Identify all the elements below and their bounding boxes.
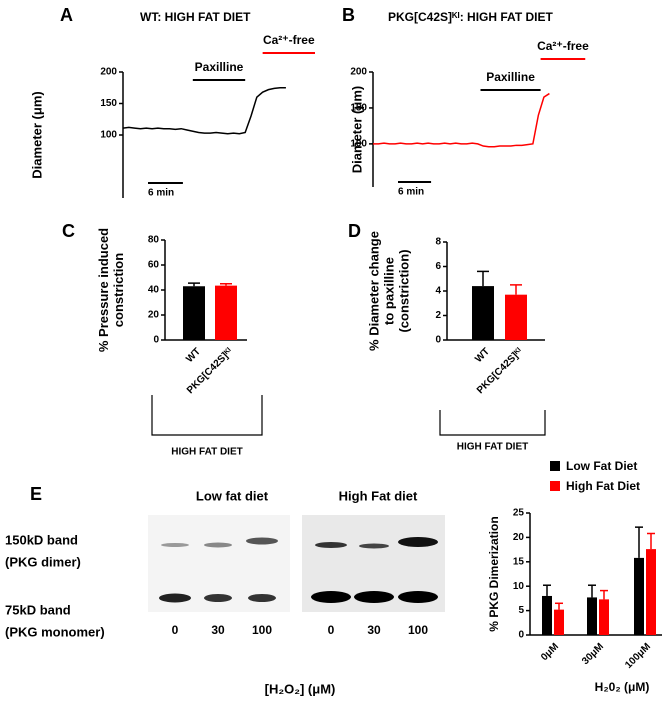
y-tick-label: 0 bbox=[153, 335, 159, 346]
scale-bar-label: 6 min bbox=[398, 187, 424, 198]
blot-image bbox=[148, 515, 445, 612]
legend-label: Low Fat Diet bbox=[566, 459, 637, 473]
bar bbox=[587, 597, 597, 635]
panel-letter: B bbox=[342, 5, 355, 25]
group-label: HIGH FAT DIET bbox=[171, 447, 242, 458]
panel-letter: E bbox=[30, 484, 42, 504]
bar bbox=[599, 599, 609, 635]
trace bbox=[373, 92, 550, 148]
legend-label: High Fat Diet bbox=[566, 479, 640, 493]
bar bbox=[505, 294, 527, 340]
y-axis-label: to paxilline bbox=[381, 257, 396, 325]
y-tick-label: 10 bbox=[513, 581, 525, 592]
legend-swatch bbox=[550, 461, 560, 471]
blot-title: Low fat diet bbox=[196, 488, 269, 503]
blot-title: High Fat diet bbox=[339, 488, 418, 503]
x-tick-label: WT bbox=[184, 346, 203, 365]
y-axis-label: (constriction) bbox=[396, 249, 411, 332]
x-axis-label: H₂0₂ (μM) bbox=[595, 680, 650, 694]
y-tick-label: 20 bbox=[513, 532, 525, 543]
x-axis-label: [H₂O₂] (μM) bbox=[265, 681, 336, 696]
y-tick-label: 15 bbox=[513, 556, 525, 567]
trace bbox=[122, 87, 286, 135]
y-tick-label: 150 bbox=[100, 98, 117, 109]
lane-label: 100 bbox=[252, 623, 272, 637]
y-tick-label: 100 bbox=[350, 139, 367, 150]
y-tick-label: 40 bbox=[148, 285, 160, 296]
bracket bbox=[151, 395, 263, 436]
y-tick-label: 2 bbox=[435, 310, 441, 321]
bar bbox=[646, 549, 656, 635]
lane-label: 100 bbox=[408, 623, 428, 637]
lane-label: 0 bbox=[328, 623, 335, 637]
bar bbox=[215, 285, 237, 340]
annotation: Paxilline bbox=[486, 70, 535, 84]
annotation: Paxilline bbox=[195, 60, 244, 74]
y-axis-label: % Diameter change bbox=[366, 231, 381, 351]
row-label: (PKG dimer) bbox=[5, 554, 81, 569]
chart-title: WT: HIGH FAT DIET bbox=[140, 10, 251, 24]
bracket bbox=[439, 410, 546, 436]
bar bbox=[183, 286, 205, 340]
bar bbox=[542, 595, 552, 635]
y-tick-label: 6 bbox=[435, 261, 441, 272]
bar bbox=[554, 609, 564, 635]
y-tick-label: 200 bbox=[350, 67, 367, 78]
y-axis-label: Diameter (μm) bbox=[29, 91, 44, 178]
bar bbox=[634, 557, 644, 635]
x-tick-label: 30μM bbox=[580, 641, 606, 667]
y-tick-label: 20 bbox=[148, 310, 160, 321]
y-axis-label: % Pressure induced bbox=[96, 228, 111, 352]
annotation: Ca²⁺-free bbox=[263, 33, 315, 47]
y-tick-label: 8 bbox=[435, 237, 441, 248]
row-label: (PKG monomer) bbox=[5, 624, 105, 639]
lane-label: 0 bbox=[172, 623, 179, 637]
y-tick-label: 150 bbox=[350, 103, 367, 114]
legend-swatch bbox=[550, 481, 560, 491]
y-tick-label: 200 bbox=[100, 67, 117, 78]
y-tick-label: 5 bbox=[518, 605, 524, 616]
y-tick-label: 0 bbox=[518, 630, 524, 641]
y-tick-label: 60 bbox=[148, 260, 160, 271]
panel-letter: A bbox=[60, 5, 73, 25]
x-tick-label: 0μM bbox=[539, 641, 561, 663]
lane-label: 30 bbox=[211, 623, 225, 637]
annotation: Ca²⁺-free bbox=[537, 39, 589, 53]
y-tick-label: 80 bbox=[148, 235, 160, 246]
x-tick-label: 100μM bbox=[623, 641, 653, 671]
y-axis-label: constriction bbox=[111, 253, 126, 327]
row-label: 75kD band bbox=[5, 602, 71, 617]
row-label: 150kD band bbox=[5, 532, 78, 547]
y-tick-label: 4 bbox=[435, 286, 441, 297]
lane-label: 30 bbox=[367, 623, 381, 637]
y-tick-label: 25 bbox=[513, 508, 525, 519]
x-tick-label: WT bbox=[473, 346, 492, 365]
scale-bar-label: 6 min bbox=[148, 188, 174, 199]
y-tick-label: 0 bbox=[435, 335, 441, 346]
panel-letter: D bbox=[348, 221, 361, 241]
y-axis-label: Diameter (μm) bbox=[349, 86, 364, 173]
y-tick-label: 100 bbox=[100, 130, 117, 141]
panel-letter: C bbox=[62, 221, 75, 241]
bar bbox=[472, 286, 494, 340]
chart-title: PKG[C42S]ᴷᴵ: HIGH FAT DIET bbox=[388, 10, 553, 24]
group-label: HIGH FAT DIET bbox=[457, 442, 528, 453]
y-axis-label: % PKG Dimerization bbox=[487, 516, 501, 631]
